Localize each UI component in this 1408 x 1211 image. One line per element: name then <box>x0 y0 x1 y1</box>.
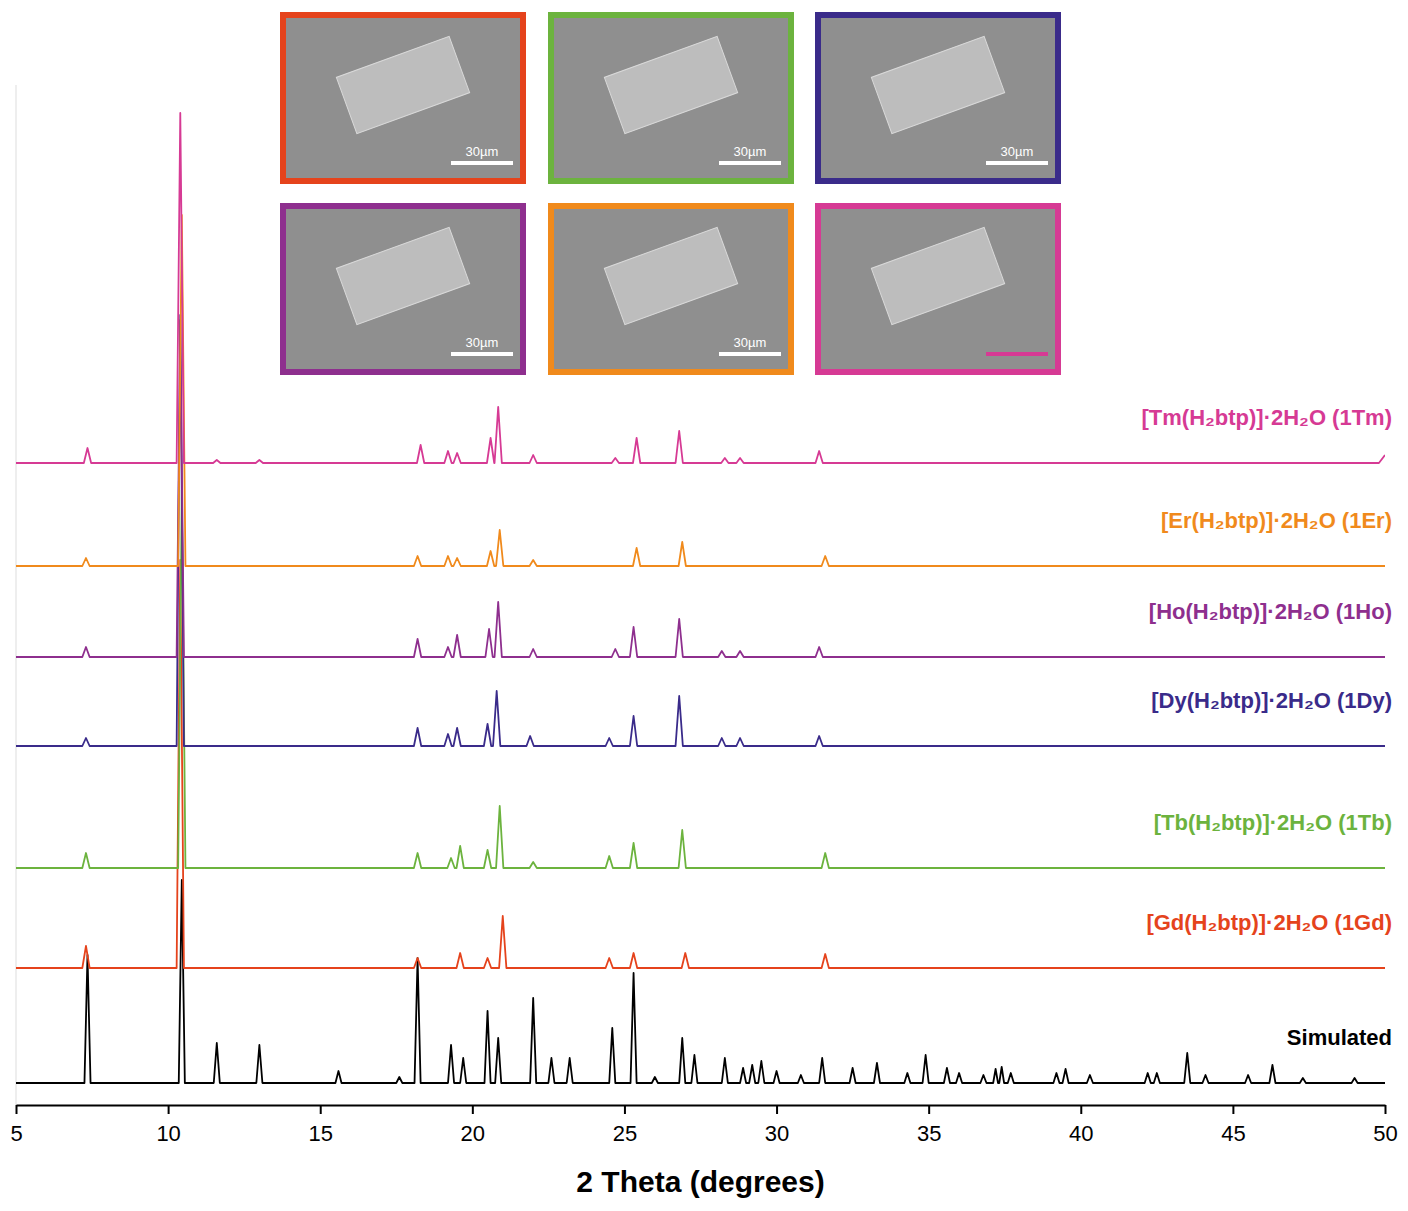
x-tick: 50 <box>1373 1105 1397 1146</box>
x-tick-mark <box>1080 1105 1082 1114</box>
x-tick-label: 20 <box>461 1121 485 1146</box>
scale-bar <box>451 161 513 165</box>
chart: [Tm(H₂btp)]·2H₂O (1Tm) [Er(H₂btp)]·2H₂O (… <box>0 0 1408 1211</box>
scale-bar-label: 30µm <box>1001 144 1034 159</box>
x-tick-mark <box>320 1105 322 1114</box>
scale-bar-label: 30µm <box>466 144 499 159</box>
x-tick-label: 35 <box>917 1121 941 1146</box>
sem-crystal <box>336 227 469 324</box>
x-tick-mark <box>16 1105 18 1114</box>
sem-frame <box>818 15 1058 181</box>
series-label: [Dy(H₂btp)]·2H₂O (1Dy) <box>1151 688 1392 713</box>
sem-inset: 30µm <box>551 15 791 181</box>
sem-frame <box>818 206 1058 372</box>
x-tick: 40 <box>1069 1105 1093 1146</box>
plot-area <box>16 113 1385 1083</box>
x-tick: 45 <box>1221 1105 1245 1146</box>
x-tick: 35 <box>917 1105 941 1146</box>
x-tick: 20 <box>461 1105 485 1146</box>
x-tick-label: 50 <box>1373 1121 1397 1146</box>
x-tick-mark <box>624 1105 626 1114</box>
series-label: [Gd(H₂btp)]·2H₂O (1Gd) <box>1146 910 1392 935</box>
x-tick-mark <box>168 1105 170 1114</box>
y-range-line <box>16 85 17 1105</box>
x-tick-label: 30 <box>765 1121 789 1146</box>
sem-crystal <box>604 227 737 324</box>
x-tick-mark <box>1385 1105 1387 1114</box>
scale-bar-label: 30µm <box>734 335 767 350</box>
series-label: [Tb(H₂btp)]·2H₂O (1Tb) <box>1154 810 1392 835</box>
x-tick-mark <box>776 1105 778 1114</box>
x-tick: 10 <box>156 1105 180 1146</box>
sem-crystal <box>604 36 737 133</box>
x-tick-label: 5 <box>10 1121 22 1146</box>
x-tick-label: 10 <box>156 1121 180 1146</box>
x-tick: 5 <box>10 1105 22 1146</box>
x-tick-mark <box>1232 1105 1234 1114</box>
sem-inset: 30µm <box>283 15 523 181</box>
x-tick-label: 15 <box>308 1121 332 1146</box>
sem-inset: 30µm <box>818 15 1058 181</box>
sem-frame <box>283 206 523 372</box>
sem-crystal <box>871 36 1004 133</box>
x-axis-line <box>17 1105 1386 1107</box>
sem-frame <box>551 206 791 372</box>
scale-bar <box>986 161 1048 165</box>
scale-bar <box>451 352 513 356</box>
series-label: [Tm(H₂btp)]·2H₂O (1Tm) <box>1141 405 1392 430</box>
scale-bar-label: 30µm <box>734 144 767 159</box>
sem-inset <box>818 206 1058 372</box>
x-tick-mark <box>928 1105 930 1114</box>
sem-inset: 30µm <box>283 206 523 372</box>
series-label: [Ho(H₂btp)]·2H₂O (1Ho) <box>1149 599 1392 624</box>
sem-crystal <box>336 36 469 133</box>
scale-bar <box>986 352 1048 356</box>
sem-inset: 30µm <box>551 206 791 372</box>
x-tick-label: 40 <box>1069 1121 1093 1146</box>
x-tick: 25 <box>613 1105 637 1146</box>
x-tick: 30 <box>765 1105 789 1146</box>
x-tick-label: 25 <box>613 1121 637 1146</box>
scale-bar <box>719 161 781 165</box>
series-label: Simulated <box>1287 1025 1392 1050</box>
sem-frame <box>283 15 523 181</box>
x-axis: 5 10 15 20 25 30 35 40 45 50 <box>10 1105 1397 1146</box>
scale-bar-label: 30µm <box>466 335 499 350</box>
x-tick: 15 <box>308 1105 332 1146</box>
sem-crystal <box>871 227 1004 324</box>
sem-frame <box>551 15 791 181</box>
x-tick-mark <box>472 1105 474 1114</box>
x-axis-title: 2 Theta (degrees) <box>576 1165 824 1198</box>
scale-bar <box>719 352 781 356</box>
series-label: [Er(H₂btp)]·2H₂O (1Er) <box>1161 508 1392 533</box>
x-tick-label: 45 <box>1221 1121 1245 1146</box>
